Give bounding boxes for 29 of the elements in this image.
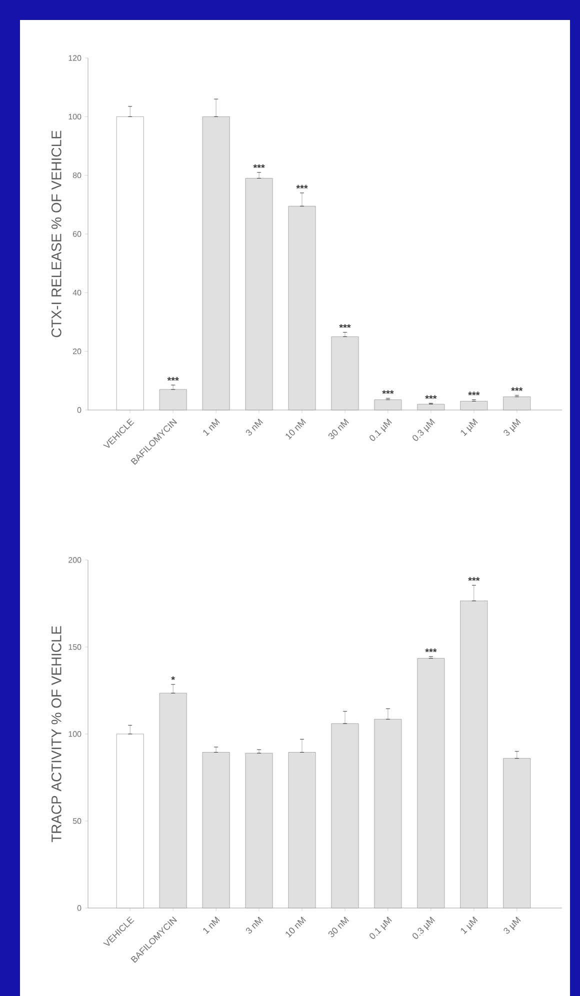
annotation: *** xyxy=(468,577,480,581)
x-tick-label: 1 µM xyxy=(461,418,478,436)
x-tick-label: 3 nM xyxy=(246,916,263,934)
x-tick-label: 3 nM xyxy=(246,418,263,436)
annotation: *** xyxy=(339,324,351,328)
x-tick-label: 0.3 µM xyxy=(412,418,435,441)
annotation: *** xyxy=(425,395,437,399)
annotation: *** xyxy=(253,164,265,168)
x-tick-label: 10 nM xyxy=(286,916,306,938)
annotation: *** xyxy=(296,184,308,189)
x-tick-label: 30 nM xyxy=(328,916,349,938)
annotation: *** xyxy=(167,377,179,381)
x-tick-label: 1 nM xyxy=(203,418,220,436)
x-tick-label: 0.1 µM xyxy=(370,418,392,441)
y-axis-title: CTX-I RELEASE % OF VEHICLE xyxy=(51,130,62,338)
x-tick-label: 0.1 µM xyxy=(370,916,392,939)
annotation: *** xyxy=(511,387,523,391)
x-tick-label: 1 nM xyxy=(203,916,220,934)
x-tick-label: 1 µM xyxy=(461,916,478,934)
x-tick-label: 3 µM xyxy=(504,916,521,934)
x-tick-label: 0.3 µM xyxy=(412,916,435,939)
x-tick-label: 10 nM xyxy=(286,418,306,440)
y-axis-title: TRACP ACTIVITY % OF VEHICLE xyxy=(51,626,62,842)
x-tick-label: 3 µM xyxy=(504,418,521,436)
x-tick-label: 30 nM xyxy=(328,418,349,440)
annotation: *** xyxy=(382,390,394,394)
annotation: *** xyxy=(425,648,437,652)
annotation: *** xyxy=(468,392,480,396)
annotation: * xyxy=(171,676,176,680)
